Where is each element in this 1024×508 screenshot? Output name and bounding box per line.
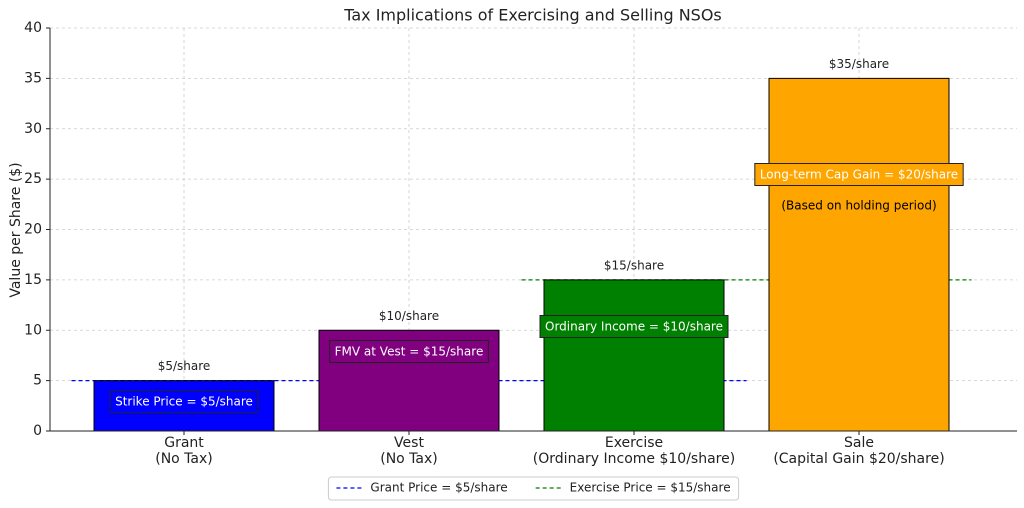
legend-label: Exercise Price = $15/share: [570, 481, 731, 495]
annotation: Strike Price = $5/share: [115, 395, 253, 409]
annotation-box: [329, 340, 489, 363]
bar: [768, 77, 950, 432]
y-tick-label: 20: [24, 222, 42, 238]
y-tick-label: 0: [33, 423, 42, 439]
value-label: $10/share: [379, 309, 439, 323]
annotation: Ordinary Income = $10/share: [545, 320, 723, 334]
y-tick-label: 10: [24, 322, 42, 338]
y-axis-label: Value per Share ($): [8, 162, 24, 297]
x-tick-label: Exercise (Ordinary Income $10/share): [533, 435, 735, 467]
y-tick-label: 5: [33, 373, 42, 389]
x-tick-label: Grant (No Tax): [155, 435, 213, 467]
annotation: Long-term Cap Gain = $20/share: [760, 168, 958, 182]
annotation: (Based on holding period): [781, 199, 936, 213]
y-tick-label: 35: [24, 70, 42, 86]
y-tick-label: 25: [24, 171, 42, 187]
legend-label: Grant Price = $5/share: [370, 481, 507, 495]
y-tick-label: 30: [24, 121, 42, 137]
y-tick-label: 40: [24, 20, 42, 36]
annotation: FMV at Vest = $15/share: [335, 345, 484, 359]
legend: Grant Price = $5/share Exercise Price = $…: [327, 476, 740, 501]
x-tick-label: Sale (Capital Gain $20/share): [773, 435, 944, 467]
y-tick-label: 15: [24, 272, 42, 288]
value-label: $5/share: [158, 359, 211, 373]
legend-frame: [327, 476, 740, 501]
annotation-box: [539, 315, 729, 338]
bar: [543, 279, 725, 432]
annotation-box: [754, 163, 964, 186]
value-label: $35/share: [829, 57, 889, 71]
chart-title: Tax Implications of Exercising and Selli…: [343, 6, 722, 25]
value-label: $15/share: [604, 258, 664, 272]
annotation-box: [109, 390, 259, 413]
x-tick-label: Vest (No Tax): [380, 435, 438, 467]
